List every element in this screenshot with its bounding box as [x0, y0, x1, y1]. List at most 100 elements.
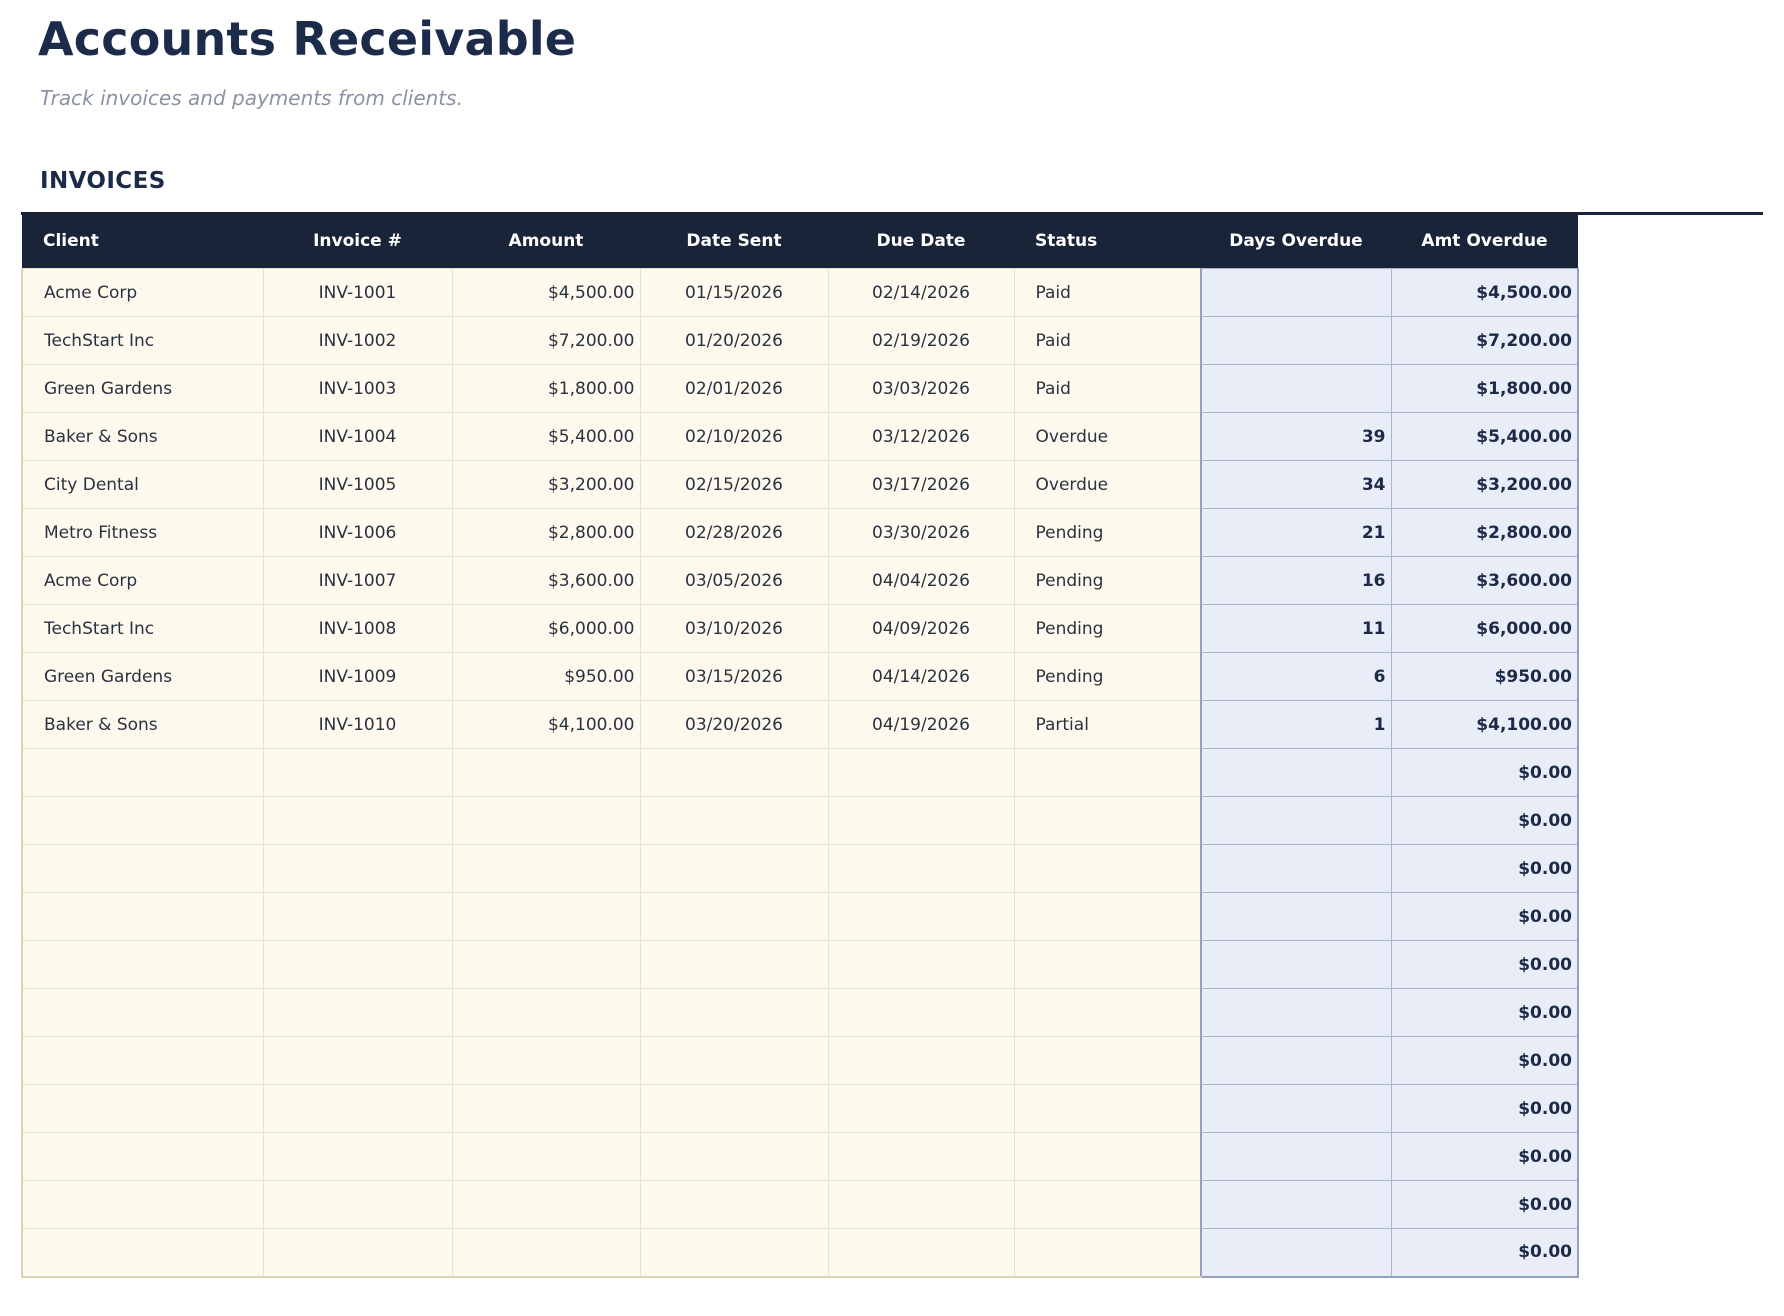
column-header-status: Status [1014, 214, 1201, 269]
cell-amt-overdue: $0.00 [1390, 892, 1579, 942]
empty-table-row: $0.00 [21, 892, 1579, 942]
cell-amount [451, 796, 641, 846]
cell-client [21, 1228, 264, 1278]
cell-status: Pending [1013, 604, 1202, 654]
cell-days-overdue [1200, 940, 1392, 990]
empty-table-row: $0.00 [21, 1036, 1579, 1086]
column-header-date-sent: Date Sent [640, 214, 828, 269]
column-header-client: Client [22, 214, 263, 269]
invoices-sheet: Client Invoice # Amount Date Sent Due Date St… [21, 211, 1763, 1278]
cell-amount [451, 892, 641, 942]
cell-status: Paid [1013, 268, 1202, 318]
table-row: Green Gardens INV-1003 $1,800.00 02/01/2026… [21, 364, 1579, 414]
cell-amount [451, 1228, 641, 1278]
cell-date-sent: 03/05/2026 [639, 556, 829, 606]
cell-due-date: 03/17/2026 [827, 460, 1015, 510]
cell-due-date: 03/03/2026 [827, 364, 1015, 414]
cell-amount: $7,200.00 [451, 316, 641, 366]
cell-due-date [827, 988, 1015, 1038]
cell-invoice-number [262, 748, 453, 798]
cell-date-sent: 01/20/2026 [639, 316, 829, 366]
cell-amt-overdue: $0.00 [1390, 1228, 1579, 1278]
cell-due-date [827, 844, 1015, 894]
cell-status: Paid [1013, 316, 1202, 366]
empty-table-row: $0.00 [21, 1228, 1579, 1278]
cell-days-overdue: 11 [1200, 604, 1392, 654]
cell-days-overdue [1200, 316, 1392, 366]
cell-amt-overdue: $5,400.00 [1390, 412, 1579, 462]
cell-client [21, 844, 264, 894]
empty-table-row: $0.00 [21, 748, 1579, 798]
column-header-due-date: Due Date [828, 214, 1014, 269]
column-header-amount: Amount [452, 214, 640, 269]
cell-status [1013, 1228, 1202, 1278]
empty-table-row: $0.00 [21, 1132, 1579, 1182]
cell-amount [451, 1132, 641, 1182]
cell-client: TechStart Inc [21, 316, 264, 366]
empty-table-row: $0.00 [21, 796, 1579, 846]
table-row: Acme Corp INV-1007 $3,600.00 03/05/2026 04/0… [21, 556, 1579, 606]
cell-client [21, 1084, 264, 1134]
cell-due-date: 04/19/2026 [827, 700, 1015, 750]
cell-client: TechStart Inc [21, 604, 264, 654]
cell-invoice-number [262, 1228, 453, 1278]
cell-date-sent: 02/01/2026 [639, 364, 829, 414]
cell-status: Paid [1013, 364, 1202, 414]
cell-due-date [827, 1180, 1015, 1230]
cell-client [21, 1036, 264, 1086]
cell-invoice-number: INV-1008 [262, 604, 453, 654]
cell-date-sent: 03/20/2026 [639, 700, 829, 750]
cell-date-sent: 02/10/2026 [639, 412, 829, 462]
cell-due-date: 03/12/2026 [827, 412, 1015, 462]
empty-table-row: $0.00 [21, 988, 1579, 1038]
empty-table-row: $0.00 [21, 1180, 1579, 1230]
cell-due-date [827, 892, 1015, 942]
cell-days-overdue [1200, 748, 1392, 798]
column-header-amt-overdue: Amt Overdue [1391, 214, 1578, 269]
cell-client [21, 988, 264, 1038]
cell-invoice-number: INV-1005 [262, 460, 453, 510]
table-header: Client Invoice # Amount Date Sent Due Date St… [22, 214, 1578, 269]
cell-due-date: 02/14/2026 [827, 268, 1015, 318]
table-row: City Dental INV-1005 $3,200.00 02/15/2026 03… [21, 460, 1579, 510]
cell-status: Pending [1013, 556, 1202, 606]
cell-days-overdue [1200, 892, 1392, 942]
invoices-table: Client Invoice # Amount Date Sent Due Date St… [21, 214, 1579, 1278]
cell-due-date: 03/30/2026 [827, 508, 1015, 558]
cell-invoice-number: INV-1001 [262, 268, 453, 318]
cell-invoice-number: INV-1007 [262, 556, 453, 606]
table-row: Baker & Sons INV-1004 $5,400.00 02/10/2026 0… [21, 412, 1579, 462]
cell-client [21, 796, 264, 846]
cell-invoice-number [262, 892, 453, 942]
cell-date-sent [639, 892, 829, 942]
empty-table-row: $0.00 [21, 844, 1579, 894]
cell-client [21, 1132, 264, 1182]
cell-invoice-number [262, 988, 453, 1038]
cell-client: City Dental [21, 460, 264, 510]
cell-client [21, 940, 264, 990]
cell-amount [451, 1036, 641, 1086]
cell-amount: $950.00 [451, 652, 641, 702]
cell-invoice-number: INV-1006 [262, 508, 453, 558]
cell-invoice-number [262, 1084, 453, 1134]
cell-amount [451, 1180, 641, 1230]
cell-days-overdue: 1 [1200, 700, 1392, 750]
cell-days-overdue [1200, 1180, 1392, 1230]
cell-status [1013, 1036, 1202, 1086]
cell-days-overdue: 39 [1200, 412, 1392, 462]
cell-status: Partial [1013, 700, 1202, 750]
cell-days-overdue [1200, 1132, 1392, 1182]
cell-amt-overdue: $0.00 [1390, 1132, 1579, 1182]
cell-due-date [827, 748, 1015, 798]
cell-amt-overdue: $0.00 [1390, 844, 1579, 894]
cell-status: Pending [1013, 652, 1202, 702]
cell-client: Baker & Sons [21, 700, 264, 750]
cell-amount: $6,000.00 [451, 604, 641, 654]
cell-days-overdue: 21 [1200, 508, 1392, 558]
cell-status [1013, 892, 1202, 942]
cell-amt-overdue: $0.00 [1390, 940, 1579, 990]
cell-due-date [827, 1228, 1015, 1278]
cell-days-overdue [1200, 988, 1392, 1038]
table-row: Acme Corp INV-1001 $4,500.00 01/15/2026 02/1… [21, 268, 1579, 318]
